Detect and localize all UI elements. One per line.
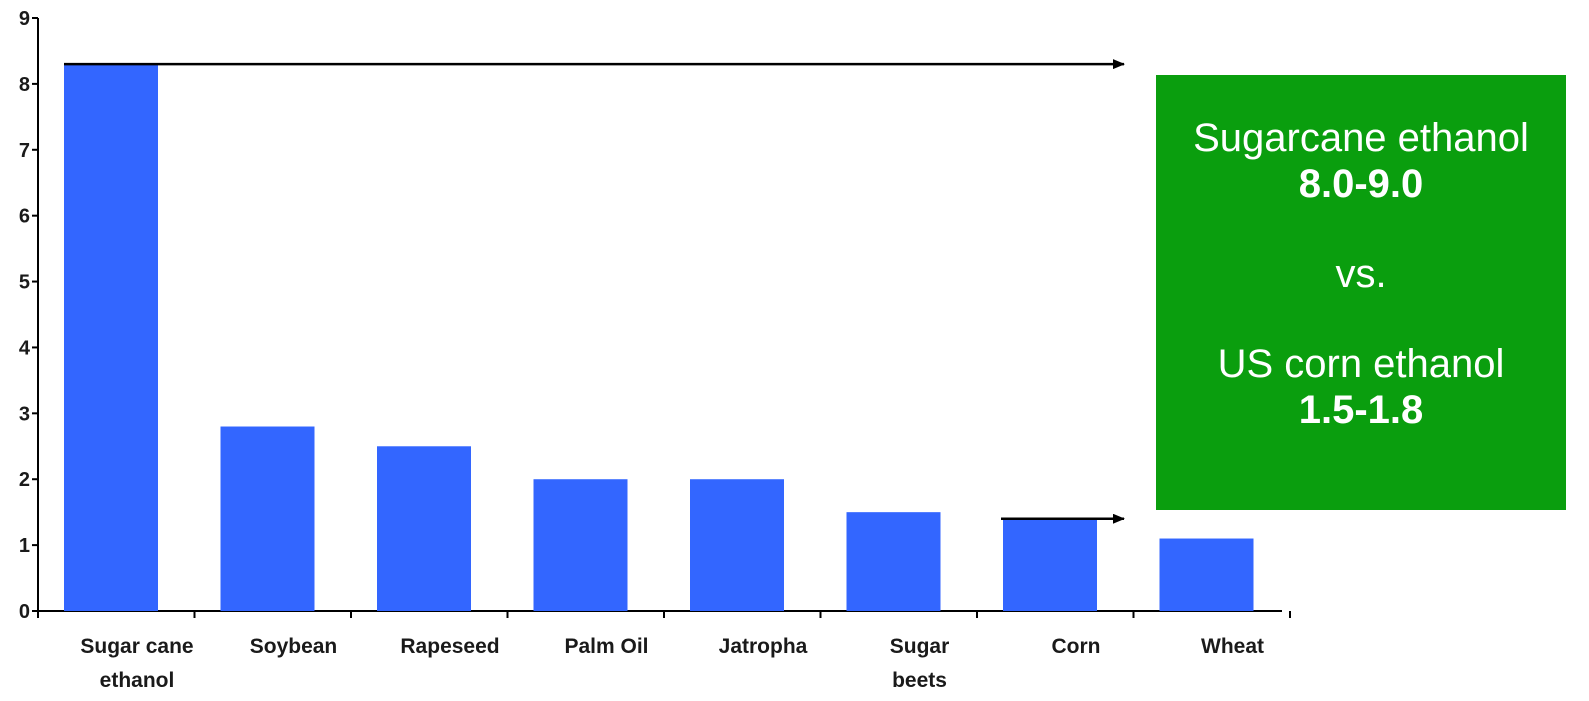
- y-tick-label: 2: [19, 469, 30, 491]
- category-labels: Sugar cane ethanol Soybean Rapeseed Palm Oil…: [80, 635, 1264, 692]
- category-label: Palm Oil: [564, 635, 648, 658]
- y-tick-label: 9: [19, 8, 30, 30]
- y-tick-label: 5: [19, 272, 30, 294]
- y-tick-label: 7: [19, 140, 30, 162]
- callout-vs: vs.: [1335, 252, 1387, 296]
- category-label: Sugar beets: [890, 635, 950, 692]
- category-label: Soybean: [250, 635, 338, 658]
- bar: [533, 479, 628, 611]
- bar: [64, 64, 158, 612]
- callout-corn-label: US corn ethanol: [1217, 342, 1505, 386]
- category-label: Corn: [1052, 635, 1101, 658]
- callout-sugarcane-label: Sugarcane ethanol: [1193, 116, 1529, 160]
- y-tick-label: 6: [19, 206, 30, 228]
- callout-corn-value: 1.5-1.8: [1298, 388, 1424, 432]
- bar: [377, 446, 471, 611]
- bars: [64, 64, 1254, 612]
- comparison-callout-box: Sugarcane ethanol 8.0-9.0 vs. US corn et…: [1156, 75, 1566, 510]
- bar: [1159, 538, 1254, 611]
- category-label: Wheat: [1201, 635, 1264, 658]
- bar: [846, 512, 941, 611]
- callout-sugarcane-value: 8.0-9.0: [1298, 162, 1424, 206]
- y-tick-label: 3: [19, 403, 30, 425]
- category-label: Jatropha: [719, 635, 808, 658]
- category-label: Rapeseed: [400, 635, 499, 658]
- axes: 0 1 2 3 4 5 6 7 8 9: [19, 8, 1291, 623]
- category-label: Sugar cane ethanol: [80, 635, 193, 692]
- bar: [1003, 518, 1097, 611]
- y-tick-label: 4: [19, 337, 31, 359]
- y-tick-label: 0: [19, 601, 30, 623]
- bar: [220, 426, 315, 611]
- bar: [690, 479, 784, 611]
- y-tick-label: 1: [19, 535, 30, 557]
- arrows: [64, 59, 1125, 524]
- y-tick-label: 8: [19, 74, 30, 96]
